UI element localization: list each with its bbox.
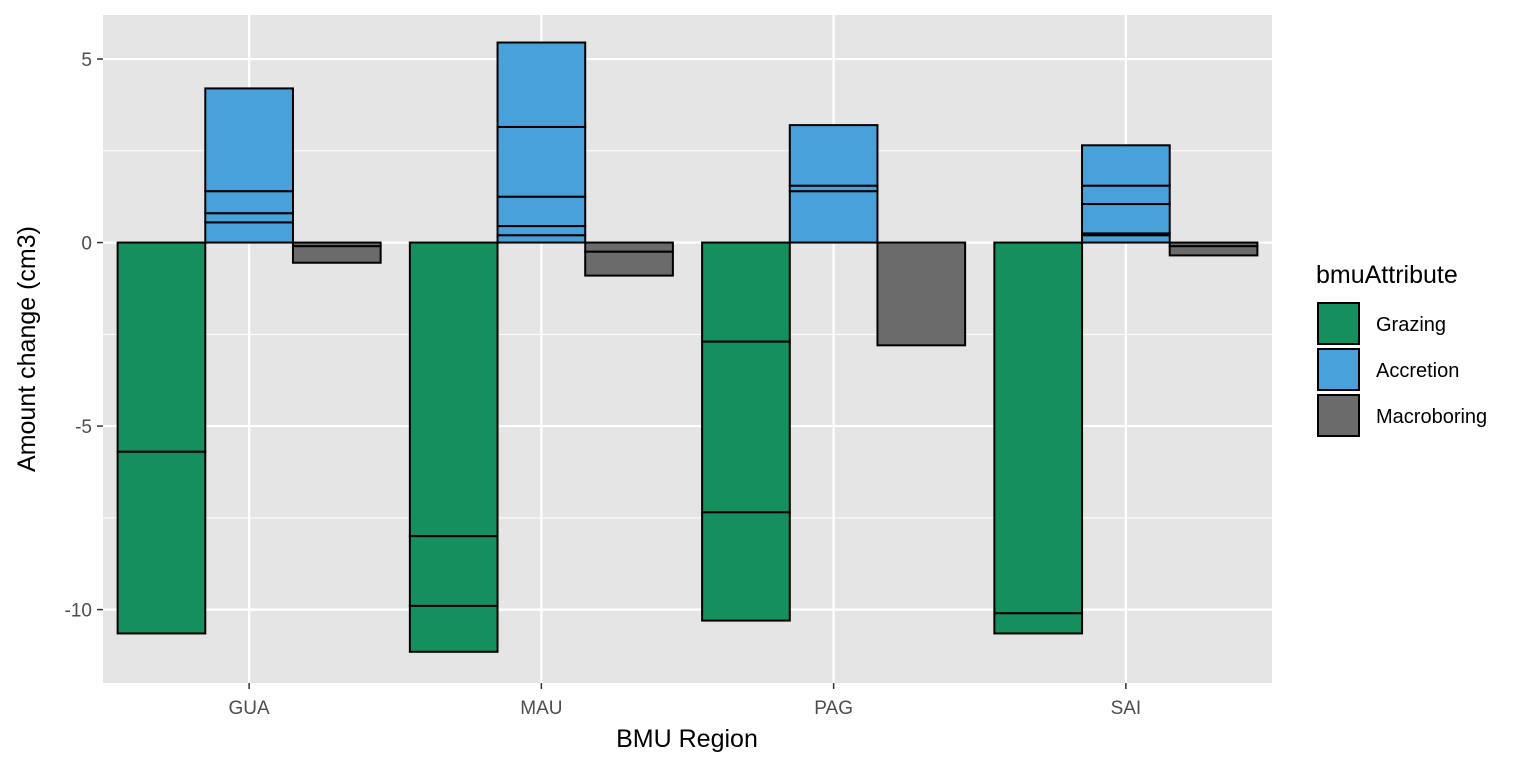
y-tick-label: -10 [65, 601, 92, 622]
legend-label-grazing: Grazing [1376, 314, 1446, 336]
bar-segment-accretion-gua [204, 190, 294, 215]
x-tick-label: MAU [520, 698, 562, 719]
bar-segment-accretion-mau [496, 225, 587, 237]
bar-segment-accretion-mau [496, 125, 587, 198]
y-axis-title: Amount change (cm3) [13, 226, 41, 472]
bar-segment-grazing-mau [408, 535, 499, 607]
bar-segment-grazing-mau [408, 604, 499, 653]
y-axis: -10 -5 0 5 [65, 50, 103, 622]
legend-key-grazing [1317, 302, 1360, 345]
legend-key-macroboring [1317, 394, 1360, 437]
legend-title: bmuAttribute [1316, 261, 1458, 289]
bars [116, 41, 1259, 653]
bar-segment-grazing-pag [701, 340, 791, 514]
legend: bmuAttribute Grazing Accretion Macroboring [1316, 261, 1487, 437]
bar-segment-grazing-sai [993, 612, 1084, 635]
x-tick-label: GUA [229, 698, 271, 719]
x-tick-label: SAI [1111, 698, 1142, 719]
bar-segment-grazing-mau [408, 241, 499, 538]
legend-label-macroboring: Macroboring [1376, 406, 1487, 428]
bar-segment-accretion-sai [1081, 203, 1171, 235]
y-tick-label: -5 [75, 417, 92, 438]
bar-segment-accretion-mau [496, 41, 587, 128]
y-tick-label: 0 [81, 234, 92, 255]
x-tick-label: PAG [814, 698, 853, 719]
bar-segment-macroboring-sai [1168, 245, 1259, 257]
bar-segment-macroboring-mau [584, 250, 674, 277]
bar-segment-accretion-mau [496, 195, 587, 228]
bar-segment-accretion-pag [788, 124, 879, 187]
bar-segment-grazing-pag [701, 241, 791, 343]
bar-segment-macroboring-pag [876, 241, 967, 347]
bar-segment-accretion-sai [1081, 234, 1171, 244]
legend-key-accretion [1317, 348, 1360, 391]
bar-segment-accretion-sai [1081, 144, 1171, 187]
bar-segment-grazing-gua [116, 241, 207, 453]
bar-segment-grazing-gua [116, 450, 207, 635]
legend-label-accretion: Accretion [1376, 360, 1459, 382]
x-axis: GUA MAU PAG SAI [229, 683, 1142, 719]
bar-segment-accretion-gua [204, 221, 294, 244]
bar-segment-accretion-gua [204, 87, 294, 193]
y-tick-label: 5 [81, 50, 92, 71]
bar-segment-grazing-sai [993, 241, 1084, 615]
bar-segment-accretion-sai [1081, 184, 1171, 206]
bar-segment-accretion-mau [496, 234, 587, 244]
bar-segment-grazing-pag [701, 511, 791, 622]
x-axis-title: BMU Region [616, 725, 758, 753]
bar-segment-macroboring-mau [584, 241, 674, 253]
bar-segment-accretion-pag [788, 190, 879, 244]
bar-segment-accretion-gua [204, 212, 294, 224]
bar-segment-macroboring-gua [291, 245, 382, 264]
